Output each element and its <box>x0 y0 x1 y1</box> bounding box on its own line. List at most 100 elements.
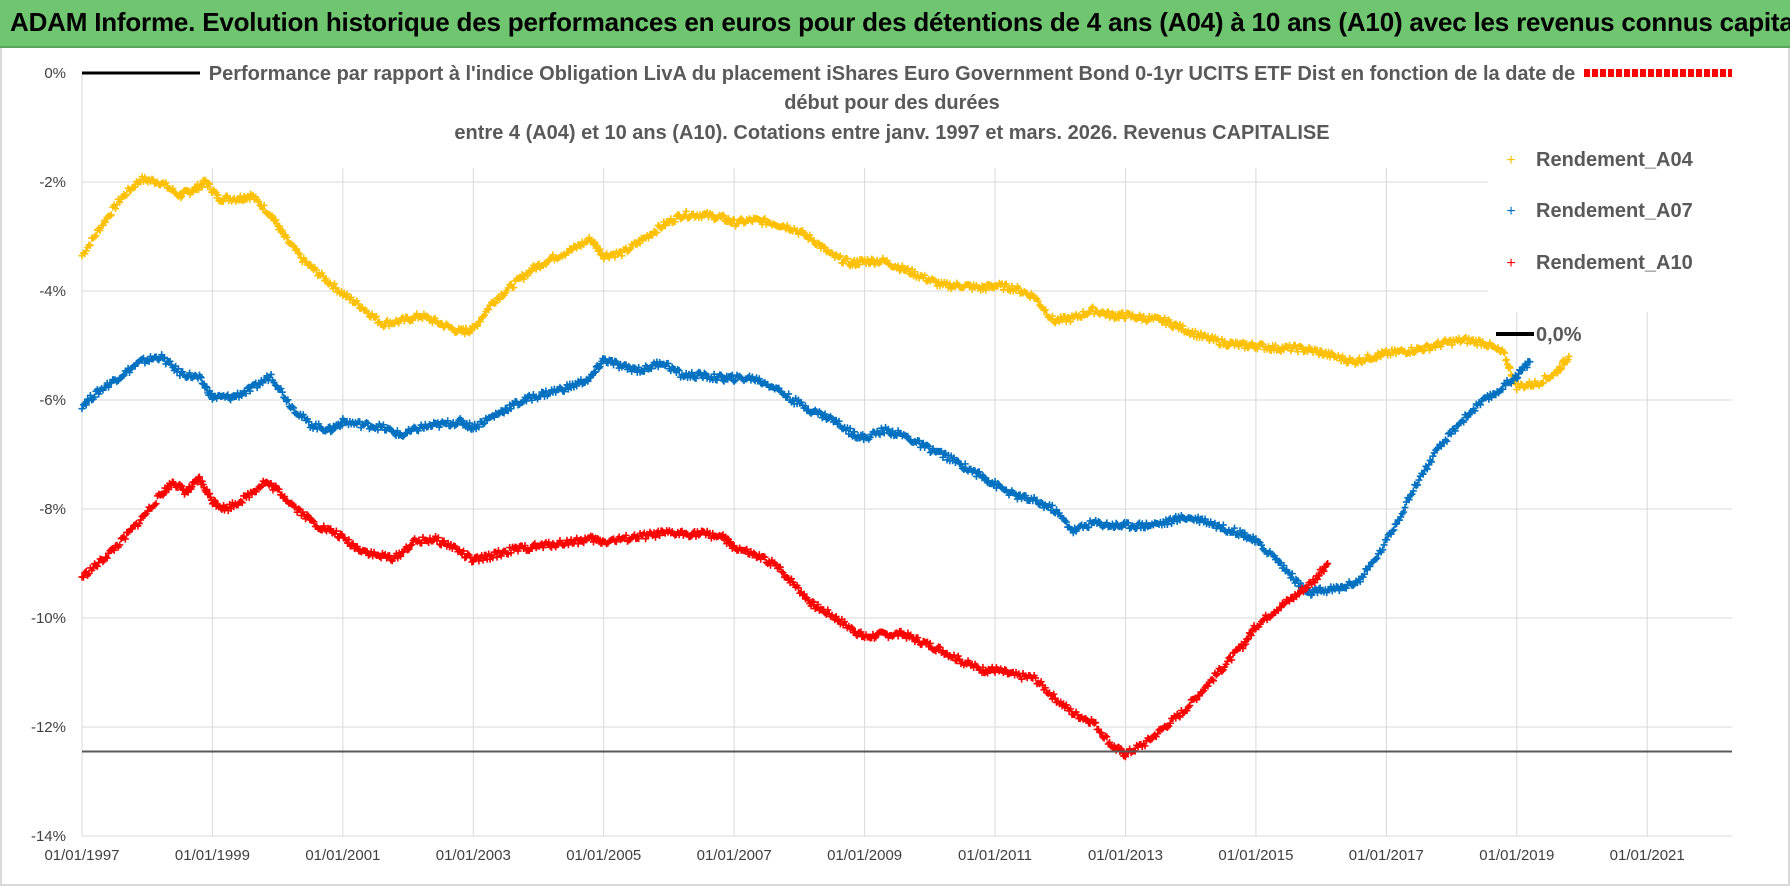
data-point <box>848 623 856 631</box>
data-point <box>675 367 683 375</box>
data-point <box>135 519 143 527</box>
data-point <box>514 547 522 555</box>
data-point <box>776 563 784 571</box>
data-point <box>713 376 721 384</box>
data-point <box>810 598 818 606</box>
data-point <box>1166 318 1174 326</box>
data-point <box>1503 356 1511 364</box>
data-point <box>755 375 763 383</box>
data-point <box>1041 684 1049 692</box>
data-point <box>1348 356 1356 364</box>
data-point <box>1360 570 1368 578</box>
data-point <box>846 425 854 433</box>
data-point <box>423 312 431 320</box>
x-tick-label: 01/01/2009 <box>827 847 902 864</box>
data-point <box>1366 563 1374 571</box>
data-point <box>102 553 110 561</box>
data-point <box>904 265 912 273</box>
data-point <box>979 663 987 671</box>
data-point <box>510 284 518 292</box>
data-point <box>214 191 222 199</box>
data-point <box>1048 312 1056 320</box>
data-point <box>303 511 311 519</box>
data-point <box>636 239 644 247</box>
data-point <box>1061 517 1069 525</box>
data-point <box>1062 518 1070 526</box>
data-point <box>112 205 120 213</box>
data-point <box>1210 677 1218 685</box>
data-point <box>1168 519 1176 527</box>
data-point <box>1232 338 1240 346</box>
data-point <box>485 306 493 314</box>
data-point <box>1447 430 1455 438</box>
data-point <box>1557 366 1565 374</box>
x-tick-label: 01/01/2001 <box>305 847 380 864</box>
data-point <box>898 262 906 270</box>
data-point <box>1050 690 1058 698</box>
data-point <box>1147 736 1155 744</box>
data-point <box>1446 429 1454 437</box>
data-point <box>596 245 604 253</box>
data-point <box>1196 692 1204 700</box>
data-point <box>1356 578 1364 586</box>
data-point <box>1002 280 1010 288</box>
data-point <box>318 269 326 277</box>
data-point <box>1212 671 1220 679</box>
data-point <box>1297 342 1305 350</box>
data-point <box>289 241 297 249</box>
data-point <box>1383 536 1391 544</box>
data-point <box>1407 491 1415 499</box>
data-point <box>801 402 809 410</box>
data-point <box>1488 393 1496 401</box>
data-point <box>393 427 401 435</box>
data-point <box>255 198 263 206</box>
data-point <box>972 662 980 670</box>
data-point <box>428 319 436 327</box>
data-point <box>492 299 500 307</box>
data-point <box>1304 584 1312 592</box>
data-point <box>196 373 204 381</box>
data-point <box>737 215 745 223</box>
data-point <box>1501 349 1509 357</box>
data-point <box>107 211 115 219</box>
data-point <box>1037 678 1045 686</box>
data-point <box>1032 674 1040 682</box>
legend: + Rendement_A04 + Rendement_A07 + Rendem… <box>1496 149 1694 346</box>
x-tick-label: 01/01/2007 <box>697 847 772 864</box>
data-point <box>211 497 219 505</box>
data-point <box>246 387 254 395</box>
data-point <box>1121 753 1129 761</box>
data-point <box>1163 723 1171 731</box>
data-point <box>925 443 933 451</box>
data-point <box>310 518 318 526</box>
data-point <box>630 531 638 539</box>
chart-frame: 0% -2% -4% -6% -8% -10% -12% -14% 01/01/1997 01/… <box>0 48 1790 886</box>
data-point <box>1022 492 1030 500</box>
data-point <box>305 418 313 426</box>
data-point <box>160 180 168 188</box>
x-tick-label: 01/01/2013 <box>1088 847 1163 864</box>
data-point <box>238 499 246 507</box>
data-point <box>671 218 679 226</box>
data-point <box>197 374 205 382</box>
data-point <box>102 218 110 226</box>
data-point <box>176 372 184 380</box>
data-point <box>494 410 502 418</box>
data-point <box>857 628 865 636</box>
y-tick-label: -6% <box>39 392 66 409</box>
data-point <box>404 546 412 554</box>
data-point <box>1085 523 1093 531</box>
data-point <box>905 269 913 277</box>
data-point <box>296 250 304 258</box>
data-point <box>1193 696 1201 704</box>
data-point <box>1092 719 1100 727</box>
data-point <box>601 355 609 363</box>
x-tick-label: 01/01/2003 <box>436 847 511 864</box>
data-point <box>293 245 301 253</box>
legend-label-a04: Rendement_A04 <box>1536 149 1694 171</box>
data-point <box>434 534 442 542</box>
data-point <box>1431 344 1439 352</box>
data-point <box>1313 575 1321 583</box>
data-point <box>794 584 802 592</box>
data-point <box>1410 348 1418 356</box>
